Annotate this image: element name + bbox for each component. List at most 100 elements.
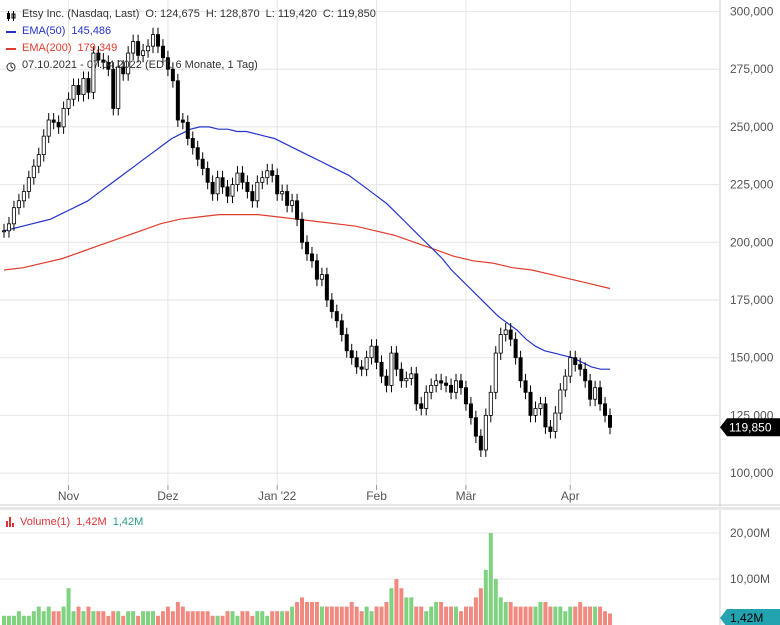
candle-body xyxy=(513,338,518,359)
volume-bar xyxy=(160,611,165,625)
volume-bar xyxy=(598,606,603,625)
candle-body xyxy=(6,223,11,232)
candle-body xyxy=(598,387,603,405)
volume-bar xyxy=(399,588,404,625)
y-tick-label: 225,000 xyxy=(730,178,774,192)
y-tick-label: 250,000 xyxy=(730,120,774,134)
volume-bar xyxy=(468,606,473,625)
volume-bar xyxy=(41,611,46,625)
volume-legend: Volume(1) 1,42M 1,42M xyxy=(6,516,143,528)
ema50-line xyxy=(3,126,610,370)
volume-bar xyxy=(111,611,116,625)
volume-bar xyxy=(56,611,61,625)
candle-body xyxy=(165,57,170,70)
candle-body xyxy=(543,403,548,428)
candle-body xyxy=(349,350,354,359)
volume-bar xyxy=(175,602,180,625)
candle-body xyxy=(275,174,280,195)
candle-body xyxy=(369,345,374,359)
candle-body xyxy=(444,382,449,386)
candle-body xyxy=(404,378,409,382)
volume-bar xyxy=(131,611,136,625)
ema50-label: EMA(50) xyxy=(22,25,66,37)
volume-bar xyxy=(354,606,359,625)
candle-body xyxy=(126,52,131,75)
candle-body xyxy=(180,119,185,123)
x-tick-label: Jan '22 xyxy=(258,489,297,503)
volume-bar xyxy=(250,615,255,625)
candle-body xyxy=(409,373,414,379)
volume-tick-label: 20,00M xyxy=(730,526,770,540)
volume-bar xyxy=(578,602,583,625)
clock-icon xyxy=(6,61,16,71)
candle-body xyxy=(384,375,389,386)
volume-bar xyxy=(369,611,374,625)
candle-body xyxy=(116,66,121,109)
volume-bar xyxy=(170,611,175,625)
candle-body xyxy=(533,408,538,416)
volume-bar xyxy=(165,606,170,625)
y-tick-label: 200,000 xyxy=(730,235,774,249)
volume-bar xyxy=(498,597,503,625)
candle-body xyxy=(111,68,116,109)
volume-bar xyxy=(220,615,225,625)
volume-bar xyxy=(240,611,245,625)
candle-body xyxy=(121,66,126,75)
volume-bar xyxy=(245,611,250,625)
candle-body xyxy=(309,253,314,262)
volume-bar xyxy=(21,615,26,625)
volume-bar xyxy=(379,606,384,625)
candle-body xyxy=(31,165,36,179)
volume-bar xyxy=(528,606,533,625)
volume-bar xyxy=(46,606,51,625)
volume-bar xyxy=(11,615,16,625)
volume-bar xyxy=(51,611,56,625)
candle-body xyxy=(463,387,468,405)
volume-bar xyxy=(265,615,270,625)
candle-body xyxy=(61,108,66,128)
volume-bar xyxy=(349,602,354,625)
volume-bar xyxy=(463,606,468,625)
volume-bar xyxy=(235,615,240,625)
volume-bar xyxy=(180,606,185,625)
volume-icon xyxy=(6,517,14,527)
chart-legend: Etsy Inc. (Nasdaq, Last) O: 124,675 H: 1… xyxy=(6,6,376,74)
volume-bar xyxy=(71,611,76,625)
date-range: 07.10.2021 - 07.04.2022 (EDT, 6 Monate, … xyxy=(22,59,258,71)
volume-bar xyxy=(230,611,235,625)
volume-bar xyxy=(185,611,190,625)
volume-bar xyxy=(364,606,369,625)
volume-bar xyxy=(215,615,220,625)
candle-body xyxy=(399,368,404,382)
volume-bar xyxy=(295,602,300,625)
candle-body xyxy=(66,98,71,109)
volume-bar xyxy=(146,611,151,625)
volume-bar xyxy=(319,606,324,625)
volume-value-red: 1,42M xyxy=(76,516,107,528)
volume-bar xyxy=(404,597,409,625)
volume-bar xyxy=(290,606,295,625)
volume-bar xyxy=(513,606,518,625)
candle-body xyxy=(71,84,76,100)
candle-body xyxy=(454,380,459,393)
candle-body xyxy=(503,329,508,336)
candle-body xyxy=(21,191,26,202)
volume-bar xyxy=(414,606,419,625)
candle-body xyxy=(329,299,334,312)
y-tick-label: 300,000 xyxy=(730,5,774,19)
candle-body xyxy=(359,366,364,370)
candle-body xyxy=(583,368,588,382)
last-volume-label: 1,42M xyxy=(730,611,763,625)
candle-body xyxy=(11,207,16,225)
low-value: L: 119,420 xyxy=(265,8,317,20)
candle-body xyxy=(76,84,81,96)
candle-body xyxy=(434,380,439,386)
candle-body xyxy=(290,200,295,206)
volume-bar xyxy=(409,597,414,625)
y-tick-label: 100,000 xyxy=(730,466,774,480)
candle-body xyxy=(151,34,156,47)
volume-bar xyxy=(300,597,305,625)
open-value: O: 124,675 xyxy=(145,8,200,20)
x-tick-label: Dez xyxy=(157,489,178,503)
